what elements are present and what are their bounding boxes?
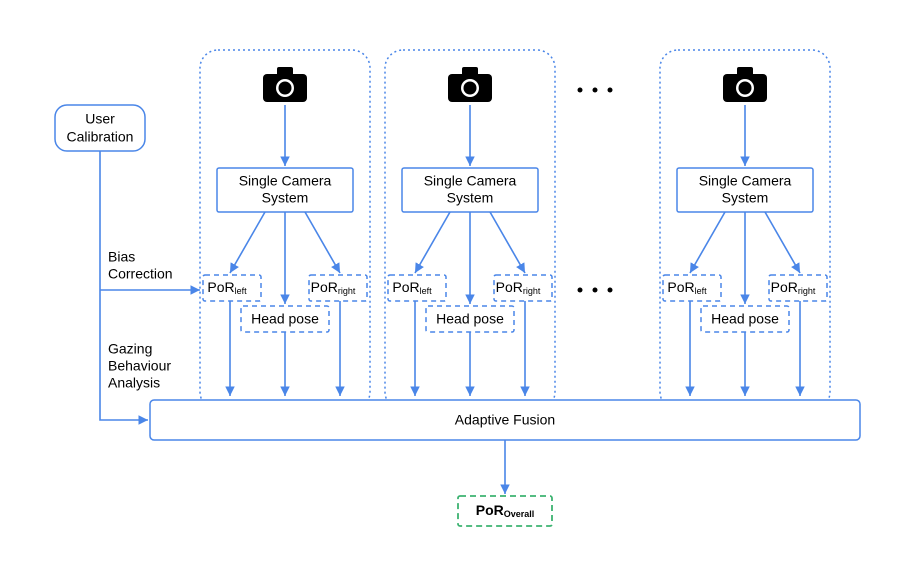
gazing-label-1: Gazing [108, 341, 152, 357]
gazing-label-3: Analysis [108, 375, 160, 391]
overall-label: PoR [476, 502, 504, 518]
camera-group-2 [385, 50, 555, 410]
overall-sub: Overall [504, 509, 535, 519]
ellipsis-mid [578, 288, 613, 293]
fusion-label: Adaptive Fusion [455, 412, 555, 428]
bias-label-1: Bias [108, 249, 135, 265]
user-calib-label-2: Calibration [67, 129, 134, 145]
bias-label-2: Correction [108, 266, 173, 282]
camera-group-3 [660, 50, 830, 410]
ellipsis-top [578, 88, 613, 93]
user-calib-label-1: User [85, 111, 115, 127]
camera-group-1 [200, 50, 370, 410]
gazing-label-2: Behaviour [108, 358, 171, 374]
